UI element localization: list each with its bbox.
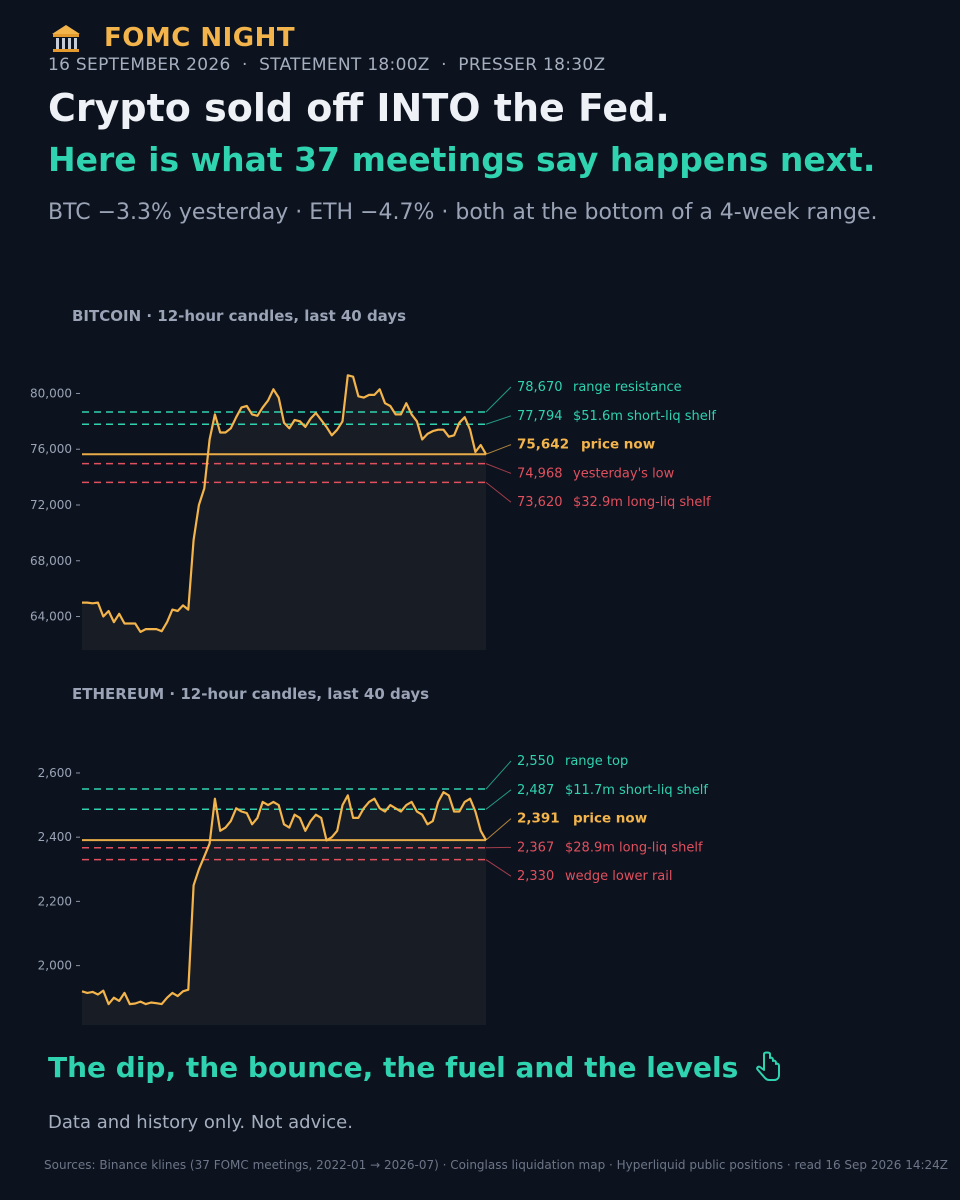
btc-level-label: yesterday's low — [573, 466, 675, 481]
bank-building-icon — [52, 25, 80, 52]
eth-ytick-label: 2,400 — [38, 830, 72, 844]
footer-title: The dip, the bounce, the fuel and the le… — [48, 1050, 784, 1084]
btc-price-line — [82, 374, 487, 633]
eth-level-connector — [485, 859, 512, 877]
ethereum-chart: ETHEREUM · 12-hour candles, last 40 days… — [38, 685, 708, 1025]
btc-level-value: 77,794 — [517, 409, 563, 424]
eth-level-value: 2,367 — [517, 840, 554, 855]
eth-level-value: 2,391 — [517, 811, 560, 827]
btc-ytick-label: 80,000 — [30, 386, 72, 400]
eth-level-value: 2,550 — [517, 754, 554, 769]
eth-level-label: wedge lower rail — [565, 869, 672, 884]
pointing-down-hand-icon — [756, 1051, 781, 1081]
eth-price-line — [81, 791, 487, 1006]
btc-level-label: $32.9m long-liq shelf — [573, 495, 711, 510]
btc-level-connector — [485, 444, 512, 455]
subheadline: Here is what 37 meetings say happens nex… — [48, 140, 876, 179]
btc-level-value: 78,670 — [517, 380, 563, 395]
btc-ytick-label: 64,000 — [30, 610, 72, 624]
eth-area-fill — [82, 792, 486, 1025]
eth-level-label: $11.7m short-liq shelf — [565, 783, 708, 798]
btc-level-value: 73,620 — [517, 495, 563, 510]
btc-level-label: price now — [581, 437, 655, 453]
sources-note: Sources: Binance klines (37 FOMC meeting… — [44, 1158, 949, 1172]
eth-level-connector — [485, 760, 512, 790]
bitcoin-chart: BITCOIN · 12-hour candles, last 40 days 6… — [30, 307, 716, 650]
btc-level-connector — [485, 415, 512, 425]
eth-chart-title: ETHEREUM · 12-hour candles, last 40 days — [72, 685, 429, 703]
eth-level-connector — [485, 818, 512, 841]
footer-title-text: The dip, the bounce, the fuel and the le… — [48, 1050, 739, 1084]
eth-level-label: $28.9m long-liq shelf — [565, 840, 703, 855]
summary-line: BTC −3.3% yesterday · ETH −4.7% · both a… — [48, 200, 878, 225]
btc-area-fill — [82, 375, 486, 650]
eth-level-value: 2,330 — [517, 869, 554, 884]
eth-level-label: price now — [573, 811, 647, 827]
btc-level-label: $51.6m short-liq shelf — [573, 409, 716, 424]
btc-level-connector — [485, 463, 512, 474]
btc-level-connector — [485, 386, 512, 413]
eth-ytick-label: 2,600 — [38, 766, 72, 780]
headline: Crypto sold off INTO the Fed. — [48, 86, 670, 130]
btc-chart-title: BITCOIN · 12-hour candles, last 40 days — [72, 307, 406, 325]
eth-ytick-label: 2,000 — [38, 959, 72, 973]
dateline: 16 SEPTEMBER 2026 · STATEMENT 18:00Z · P… — [48, 55, 606, 75]
disclaimer: Data and history only. Not advice. — [48, 1112, 353, 1133]
btc-ytick-label: 76,000 — [30, 442, 72, 456]
kicker-label: FOMC NIGHT — [104, 23, 296, 53]
btc-ytick-label: 72,000 — [30, 498, 72, 512]
btc-ytick-label: 68,000 — [30, 554, 72, 568]
btc-level-value: 75,642 — [517, 437, 569, 453]
eth-level-label: range top — [565, 754, 628, 769]
eth-ytick-label: 2,200 — [38, 894, 72, 908]
eth-level-connector — [485, 789, 512, 810]
btc-level-connector — [485, 482, 512, 503]
btc-level-label: range resistance — [573, 380, 682, 395]
btc-level-value: 74,968 — [517, 466, 563, 481]
header-kicker: FOMC NIGHT — [48, 20, 295, 56]
eth-level-value: 2,487 — [517, 783, 554, 798]
